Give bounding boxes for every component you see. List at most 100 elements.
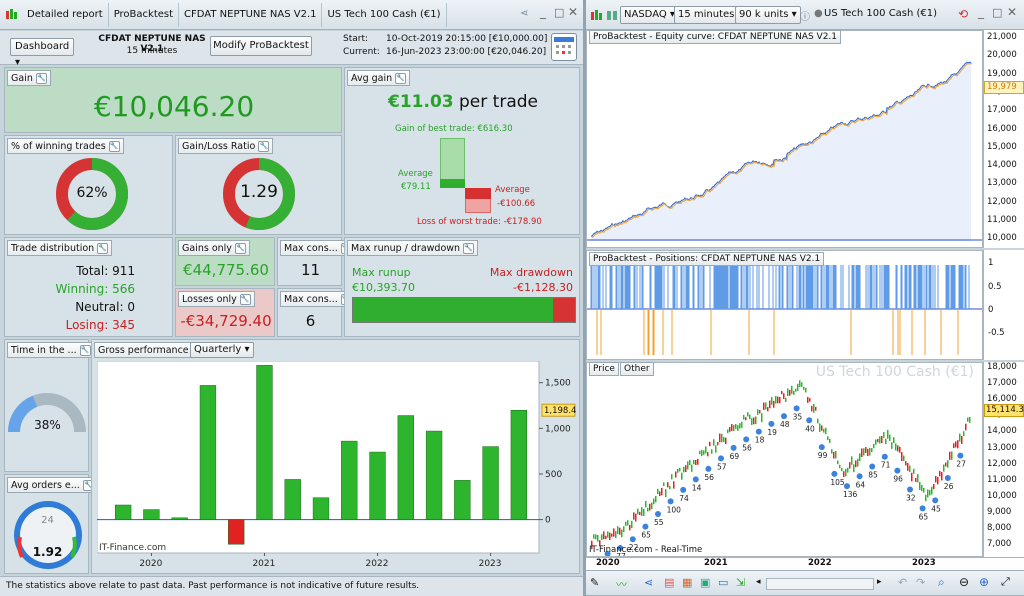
tab-detailed-report[interactable]: Detailed report (22, 3, 109, 27)
wrench-icon[interactable]: 🔧 (97, 242, 109, 254)
price-candle (921, 485, 923, 492)
trade-marker-label: 56 (742, 443, 752, 452)
share-icon[interactable]: ⋖ (644, 576, 654, 589)
export-icon[interactable]: ⇲ (736, 576, 746, 589)
screen-icon[interactable]: ▭ (718, 576, 729, 589)
market-select[interactable]: NASDAQ ▾ (620, 6, 679, 24)
price-chart[interactable]: 1413772265551007414565769561819483540991… (586, 362, 983, 572)
grid-icon[interactable]: ▣ (700, 576, 711, 589)
zoom-box-icon[interactable]: ⌕ (938, 575, 945, 589)
price-candle (893, 437, 895, 444)
scroll-right-icon[interactable]: ▸ (877, 577, 882, 587)
chart-icon (5, 8, 19, 20)
units-select[interactable]: 90 k units ▾ (735, 6, 801, 24)
positions-chart[interactable]: ProBacktest - Positions: CFDAT NEPTUNE N… (586, 250, 983, 360)
trade-marker-label: 74 (679, 494, 689, 503)
trade-marker-dot (680, 486, 687, 493)
wrench-icon[interactable]: 🔧 (239, 293, 251, 305)
gain-header[interactable]: Gain 🔧 (7, 70, 51, 86)
time-in-market-header[interactable]: Time in the ... 🔧 (7, 342, 95, 358)
trade-distribution-header[interactable]: Trade distribution 🔧 (7, 240, 113, 256)
price-candle (639, 511, 641, 515)
wrench-icon[interactable]: 🔧 (35, 72, 47, 84)
close-icon[interactable]: ✕ (1007, 5, 1018, 19)
price-tab[interactable]: Price (589, 362, 619, 376)
tab-system[interactable]: CFDAT NEPTUNE NAS V2.1 (179, 3, 323, 27)
price-candle (773, 400, 775, 408)
info-icon[interactable]: ⓘ (800, 12, 810, 23)
wrench-icon[interactable]: 🔧 (258, 140, 270, 152)
price-candle (697, 458, 699, 465)
period-select[interactable]: Quarterly ▾ (190, 342, 254, 358)
minimize-icon[interactable]: _ (978, 5, 984, 19)
price-candle (695, 459, 697, 466)
clock-icon (14, 501, 82, 569)
avg-gain-header[interactable]: Avg gain 🔧 (347, 70, 411, 86)
wrench-icon[interactable]: 🔧 (463, 242, 475, 254)
price-candle (659, 491, 661, 497)
price-candle (761, 413, 763, 423)
splitter[interactable] (583, 0, 586, 596)
maximize-icon[interactable]: □ (554, 6, 565, 19)
trade-marker-label: 85 (868, 471, 878, 480)
scroll-left-icon[interactable]: ◂ (756, 577, 761, 587)
tab-probacktest[interactable]: ProBacktest (109, 3, 180, 27)
tab-instrument[interactable]: US Tech 100 Cash (€1) (322, 3, 447, 27)
price-candle (771, 397, 773, 405)
close-icon[interactable]: ✕ (568, 5, 579, 19)
refresh-icon[interactable]: ⟲ (958, 7, 969, 21)
undo-icon[interactable]: ↶ (898, 576, 908, 589)
trade-marker-label: 65 (641, 531, 651, 540)
maximize-icon[interactable]: □ (992, 6, 1003, 19)
calendar-icon[interactable] (551, 33, 577, 61)
redo-icon[interactable]: ↷ (916, 576, 926, 589)
right-bottom-toolbar: ✎ 〰 ⋖ ▤ ▦ ▣ ▭ ⇲ ◂ ▸ ↶ ↷ ⌕ ⊖ ⊕ ⤢ (586, 570, 1024, 596)
scrollbar[interactable] (766, 578, 874, 590)
price-candle (955, 441, 957, 448)
losses-only-header[interactable]: Losses only 🔧 (178, 291, 255, 307)
zoom-in-icon[interactable]: ⊕ (979, 575, 990, 589)
draw-icon[interactable]: ✎ (590, 576, 600, 589)
gp-bar (199, 385, 217, 520)
equity-tick: 14,000 (987, 160, 1017, 171)
price-candle (923, 487, 925, 493)
price-candle (863, 448, 865, 456)
price-tick: 12,000 (987, 458, 1017, 469)
runup-header[interactable]: Max runup / drawdown 🔧 (347, 240, 479, 256)
gp-xtick-label: 2022 (366, 559, 389, 569)
wrench-icon[interactable]: 🔧 (395, 72, 407, 84)
zoom-reset-icon[interactable]: ⤢ (1001, 575, 1010, 588)
wrench-icon[interactable]: 🔧 (234, 242, 246, 254)
wrench-icon[interactable]: 🔧 (79, 344, 91, 356)
trade-marker-label: 99 (818, 451, 828, 460)
price-candle (823, 428, 825, 433)
price-candle (817, 418, 819, 424)
price-axis: 18,00017,00016,00015,00014,00013,00012,0… (983, 362, 1024, 557)
time-in-market-panel: Time in the ... 🔧 38% (4, 339, 95, 472)
share-icon[interactable]: ⋖ (520, 8, 529, 19)
gross-performance-panel: Gross performance🔧 Quarterly ▾ IT-Financ… (91, 339, 580, 574)
minimize-icon[interactable]: _ (540, 5, 546, 19)
gain-loss-donut (223, 158, 295, 230)
trade-marker-label: 105 (830, 478, 845, 487)
winning-pct-header[interactable]: % of winning trades 🔧 (7, 138, 124, 154)
price-candle (903, 455, 905, 462)
avg-orders-header[interactable]: Avg orders e... 🔧 (7, 477, 98, 493)
gp-bar (482, 446, 499, 520)
price-candle (673, 481, 675, 489)
modify-probacktest-button[interactable]: Modify ProBacktest (210, 36, 312, 56)
zoom-out-icon[interactable]: ⊖ (959, 575, 970, 589)
equity-chart[interactable]: ProBacktest - Equity curve: CFDAT NEPTUN… (586, 30, 983, 248)
wrench-icon[interactable]: 🔧 (108, 140, 120, 152)
gains-only-header[interactable]: Gains only 🔧 (178, 240, 250, 256)
gain-loss-ratio-header[interactable]: Gain/Loss Ratio 🔧 (178, 138, 274, 154)
dashboard-select[interactable]: Dashboard ▾ (10, 38, 74, 68)
indicator-icon[interactable]: 〰 (616, 578, 627, 591)
list-icon[interactable]: ▤ (664, 576, 675, 589)
trade-marker-dot (692, 476, 699, 483)
other-tab[interactable]: Other (620, 362, 654, 376)
price-candle (661, 487, 663, 496)
trade-marker-dot (793, 405, 800, 412)
table-icon[interactable]: ▦ (682, 576, 693, 589)
price-candle (701, 449, 703, 457)
